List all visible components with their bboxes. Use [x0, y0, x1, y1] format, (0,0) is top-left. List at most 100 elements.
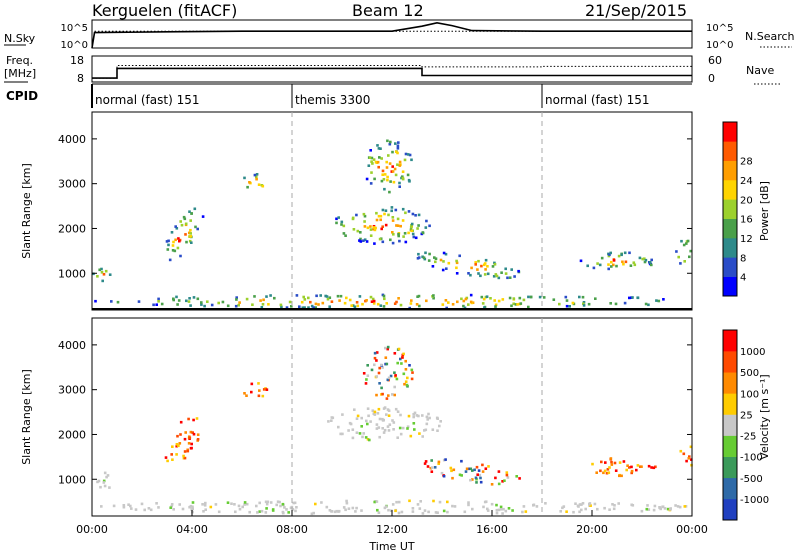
echo-cell: [376, 302, 380, 306]
echo-cell: [245, 394, 248, 397]
echo-cell: [337, 509, 341, 513]
echo-cell: [335, 509, 339, 513]
echo-cell: [341, 413, 344, 416]
echo-cell: [369, 182, 373, 185]
echo-cell: [217, 301, 220, 305]
echo-cell: [458, 473, 462, 477]
echo-cell: [301, 306, 305, 309]
echo-cell: [600, 460, 603, 464]
echo-cell: [195, 417, 199, 420]
echo-cell: [430, 459, 433, 462]
echo-cell: [424, 428, 428, 432]
echo-cell: [410, 299, 413, 302]
velocity-panel: 1000 2000 3000 4000 Slant Range [km] 1000 50…: [20, 317, 771, 553]
echo-cell: [398, 426, 402, 430]
echo-cell: [507, 507, 511, 510]
echo-cell: [609, 251, 612, 255]
echo-cell: [494, 476, 497, 480]
echo-cell: [439, 420, 442, 423]
echo-cell: [558, 302, 561, 306]
echo-cell: [104, 269, 108, 273]
echo-cell: [581, 502, 585, 505]
echo-cell: [398, 185, 401, 188]
echo-cell: [291, 508, 295, 511]
echo-cell: [237, 303, 240, 307]
echo-cell: [514, 303, 518, 306]
echo-cell: [678, 505, 682, 509]
echo-cell: [451, 476, 454, 480]
echo-cell: [432, 499, 435, 503]
echo-cell: [394, 142, 397, 145]
echo-cell: [425, 415, 429, 419]
echo-cell: [504, 509, 508, 513]
echo-cell: [395, 377, 399, 381]
echo-cell: [422, 256, 426, 259]
echo-cell: [381, 366, 384, 369]
echo-cell: [376, 412, 380, 415]
echo-cell: [535, 505, 539, 508]
echo-cell: [388, 142, 392, 146]
echo-cell: [356, 414, 360, 418]
echo-cell: [377, 511, 381, 514]
echo-cell: [415, 414, 419, 417]
echo-cell: [418, 507, 422, 510]
echo-cell: [497, 299, 501, 303]
echo-cell: [385, 413, 388, 416]
colorbar-tick-label: 1000: [740, 347, 765, 358]
echo-cell: [406, 425, 410, 428]
echo-cell: [264, 511, 268, 514]
echo-cell: [360, 416, 363, 420]
echo-cell: [177, 299, 181, 302]
y-tick-label: 2000: [58, 428, 86, 441]
echo-cell: [474, 263, 477, 266]
echo-cell: [96, 480, 99, 484]
echo-cell: [647, 464, 651, 468]
echo-cell: [486, 509, 490, 512]
echo-cell: [483, 306, 486, 309]
noise-right-label: N.Search: [745, 30, 795, 43]
echo-cell: [428, 224, 431, 228]
echo-cell: [283, 506, 286, 509]
colorbar-swatch: [723, 141, 737, 161]
velocity-colorbar: 1000 500 100 25 -25 -100 -500 -1000: [722, 329, 769, 521]
echo-cell: [453, 505, 457, 508]
colorbar-swatch: [723, 351, 737, 373]
x-tick-label: 20:00: [576, 523, 608, 536]
echo-cell: [415, 303, 419, 306]
echo-cell: [383, 428, 387, 432]
echo-cell: [587, 302, 591, 306]
echo-cell: [391, 165, 394, 168]
echo-cell: [384, 346, 387, 350]
echo-cell: [518, 477, 521, 480]
cpid-segment-label: normal (fast) 151: [545, 93, 649, 107]
echo-cell: [108, 273, 112, 276]
echo-cell: [391, 241, 395, 245]
echo-cell: [389, 140, 392, 144]
echo-cell: [209, 505, 213, 509]
echo-cell: [421, 255, 424, 259]
noise-right-tick-bottom: 10^0: [706, 40, 733, 51]
echo-cell: [176, 434, 179, 438]
echo-cell: [379, 147, 382, 150]
echo-cell: [281, 502, 285, 506]
echo-cell: [428, 252, 431, 256]
echo-cell: [385, 302, 388, 305]
echo-cell: [356, 229, 360, 233]
noise-left-label: N.Sky: [4, 32, 36, 45]
echo-cell: [408, 180, 411, 183]
echo-cell: [477, 259, 480, 263]
echo-cell: [631, 296, 634, 299]
power-y-ticks: 1000 2000 3000 4000: [58, 133, 692, 280]
echo-cell: [465, 467, 469, 471]
echo-cell: [303, 298, 307, 301]
echo-cell: [183, 450, 187, 453]
echo-cell: [679, 262, 682, 265]
echo-cell: [410, 377, 414, 381]
echo-cell: [425, 299, 428, 303]
echo-cell: [137, 300, 141, 303]
echo-cell: [688, 255, 691, 259]
echo-cell: [255, 175, 258, 179]
echo-cell: [94, 299, 97, 303]
echo-cell: [580, 503, 583, 506]
echo-cell: [178, 442, 182, 445]
